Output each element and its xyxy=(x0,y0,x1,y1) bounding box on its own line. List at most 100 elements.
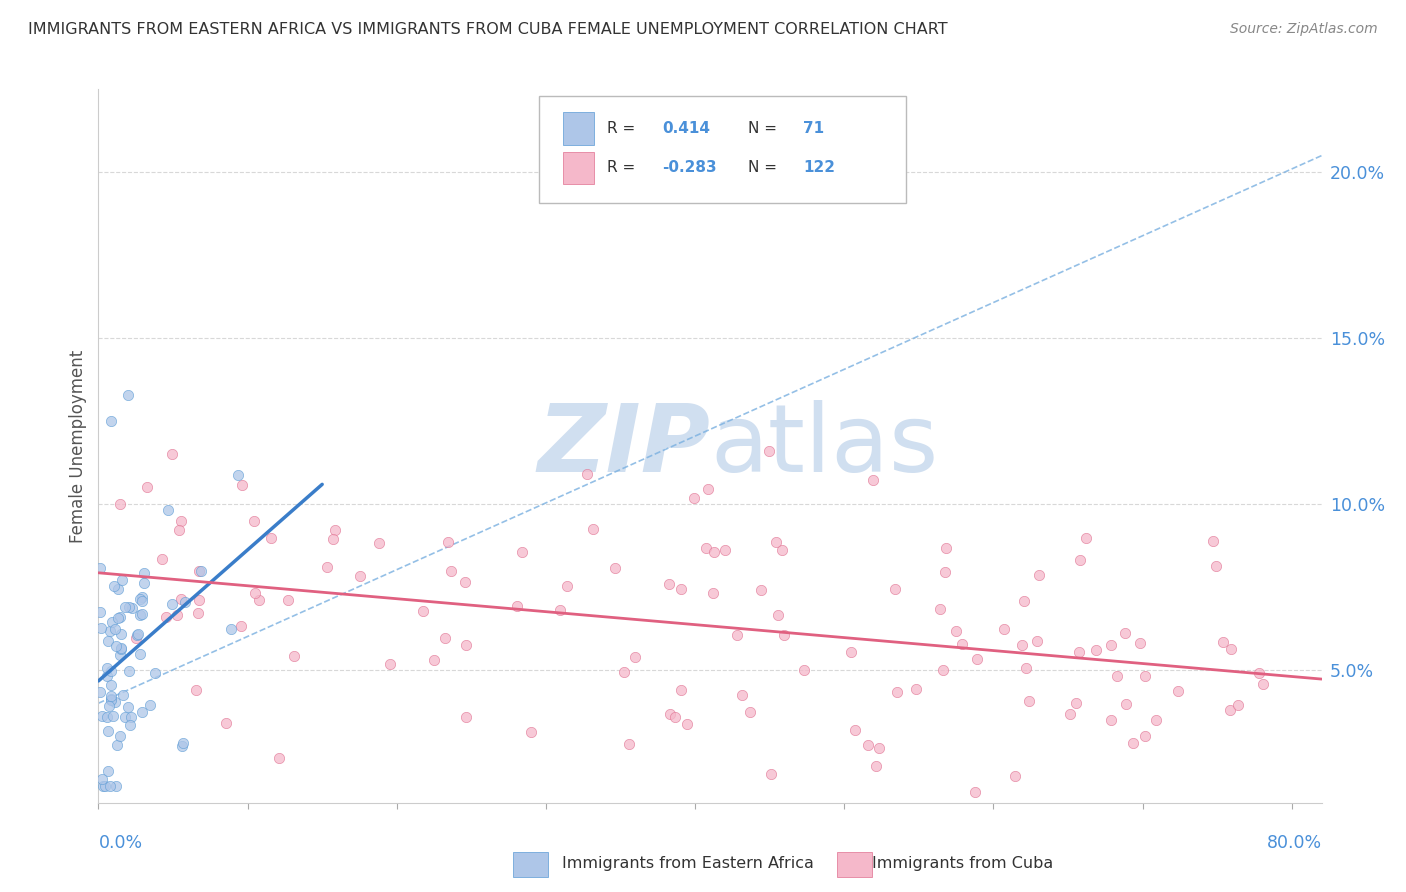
Point xyxy=(1205,558,1227,573)
Point xyxy=(97,764,120,778)
Point xyxy=(858,738,880,752)
Point xyxy=(136,481,159,495)
Point xyxy=(96,669,118,683)
Point xyxy=(434,632,457,646)
Point xyxy=(1015,661,1038,675)
Point xyxy=(623,650,645,665)
Point xyxy=(277,593,299,607)
Point xyxy=(170,591,193,606)
Point xyxy=(157,502,180,516)
Point xyxy=(107,610,129,624)
Point xyxy=(118,600,141,615)
Point xyxy=(98,624,121,638)
Point xyxy=(190,564,212,578)
Point xyxy=(134,576,156,591)
Point xyxy=(89,561,111,575)
Point xyxy=(166,608,188,623)
Point xyxy=(548,603,571,617)
Point xyxy=(575,467,598,482)
FancyBboxPatch shape xyxy=(564,112,593,145)
Point xyxy=(1114,626,1136,640)
Y-axis label: Female Unemployment: Female Unemployment xyxy=(69,350,87,542)
Point xyxy=(104,695,127,709)
Text: ZIP: ZIP xyxy=(537,400,710,492)
Point xyxy=(904,682,927,697)
Point xyxy=(1067,645,1090,659)
Point xyxy=(868,740,890,755)
Point xyxy=(766,608,789,623)
Point xyxy=(555,579,578,593)
Point xyxy=(1099,638,1122,652)
Text: R =: R = xyxy=(607,161,640,175)
Point xyxy=(456,638,478,652)
Point xyxy=(1202,534,1225,549)
Point xyxy=(714,543,737,558)
Point xyxy=(98,779,121,793)
Point xyxy=(773,627,796,641)
Point xyxy=(138,698,160,712)
Point xyxy=(1115,697,1137,711)
Point xyxy=(440,564,463,578)
Point xyxy=(1099,713,1122,727)
Point xyxy=(725,628,748,642)
Point xyxy=(231,478,253,492)
Point xyxy=(172,736,194,750)
Point xyxy=(412,604,434,618)
Point xyxy=(259,532,281,546)
Point xyxy=(1025,634,1047,648)
Point xyxy=(120,710,142,724)
Point xyxy=(1028,568,1050,582)
Point xyxy=(143,666,166,681)
Point xyxy=(928,602,950,616)
Point xyxy=(100,689,122,703)
Point xyxy=(839,645,862,659)
Point xyxy=(100,414,122,428)
Point xyxy=(695,541,717,555)
Point xyxy=(127,627,149,641)
Point xyxy=(103,579,125,593)
Text: N =: N = xyxy=(748,121,782,136)
Point xyxy=(436,535,458,549)
Point xyxy=(101,615,124,629)
Point xyxy=(100,665,122,679)
Point xyxy=(931,663,953,677)
Point xyxy=(170,514,193,528)
Point xyxy=(187,565,209,579)
Point xyxy=(91,709,114,723)
Point xyxy=(349,569,371,583)
Point xyxy=(793,663,815,677)
Point xyxy=(100,692,122,706)
Point xyxy=(1076,531,1098,545)
Point xyxy=(89,605,111,619)
Point xyxy=(658,576,681,591)
Point xyxy=(188,593,211,607)
Point xyxy=(110,729,132,743)
Text: Source: ZipAtlas.com: Source: ZipAtlas.com xyxy=(1230,22,1378,37)
Point xyxy=(1226,698,1249,712)
Point xyxy=(108,610,131,624)
Point xyxy=(934,565,956,579)
Point xyxy=(945,624,967,638)
Point xyxy=(96,710,118,724)
Point xyxy=(120,718,142,732)
Point xyxy=(1129,636,1152,650)
Point xyxy=(114,599,136,614)
Point xyxy=(1012,594,1035,608)
Point xyxy=(167,523,190,537)
Point xyxy=(1064,696,1087,710)
Point xyxy=(1219,703,1241,717)
Point xyxy=(127,628,149,642)
Point xyxy=(664,710,686,724)
Point xyxy=(124,632,146,646)
Point xyxy=(702,586,724,600)
Text: 71: 71 xyxy=(803,121,824,136)
Point xyxy=(1085,643,1108,657)
Point xyxy=(100,692,122,706)
Point xyxy=(243,514,266,528)
Point xyxy=(160,447,183,461)
Point xyxy=(862,473,884,487)
Point xyxy=(187,606,209,620)
Point xyxy=(770,543,793,558)
Point xyxy=(117,387,139,401)
Point xyxy=(844,723,866,737)
